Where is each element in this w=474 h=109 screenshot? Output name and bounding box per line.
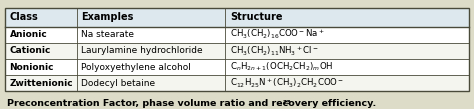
Text: Structure: Structure	[230, 12, 283, 22]
Text: Dodecyl betaine: Dodecyl betaine	[82, 79, 155, 88]
Text: Zwittenionic: Zwittenionic	[9, 79, 73, 88]
Text: Nonionic: Nonionic	[9, 63, 54, 72]
Text: C$_n$H$_{2n+1}$(OCH$_2$CH$_2$)$_m$OH: C$_n$H$_{2n+1}$(OCH$_2$CH$_2$)$_m$OH	[230, 61, 334, 73]
Bar	[5, 8, 469, 91]
Bar	[5, 43, 469, 59]
Text: Polyoxyethylene alcohol: Polyoxyethylene alcohol	[82, 63, 191, 72]
Bar	[5, 27, 469, 43]
Text: CH$_3$(CH$_2$)$_{16}$COO$^-$Na$^+$: CH$_3$(CH$_2$)$_{16}$COO$^-$Na$^+$	[230, 28, 325, 41]
Bar	[5, 8, 469, 27]
Text: Examples: Examples	[82, 12, 134, 22]
Text: Na stearate: Na stearate	[82, 30, 135, 39]
Text: 23: 23	[283, 100, 292, 106]
Text: Laurylamine hydrochloride: Laurylamine hydrochloride	[82, 46, 203, 55]
Text: Preconcentration Factor, phase volume ratio and recovery efficiency.: Preconcentration Factor, phase volume ra…	[7, 99, 376, 108]
Bar	[5, 8, 469, 91]
Text: Cationic: Cationic	[9, 46, 51, 55]
Text: Anionic: Anionic	[9, 30, 47, 39]
Text: Class: Class	[9, 12, 38, 22]
Bar	[5, 59, 469, 75]
Text: CH$_3$(CH$_2$)$_{11}$NH$_3$$^+$Cl$^-$: CH$_3$(CH$_2$)$_{11}$NH$_3$$^+$Cl$^-$	[230, 44, 319, 58]
Text: C$_{12}$H$_{25}$N$^+$(CH$_3$)$_2$CH$_2$COO$^-$: C$_{12}$H$_{25}$N$^+$(CH$_3$)$_2$CH$_2$C…	[230, 77, 345, 90]
Bar	[5, 75, 469, 91]
